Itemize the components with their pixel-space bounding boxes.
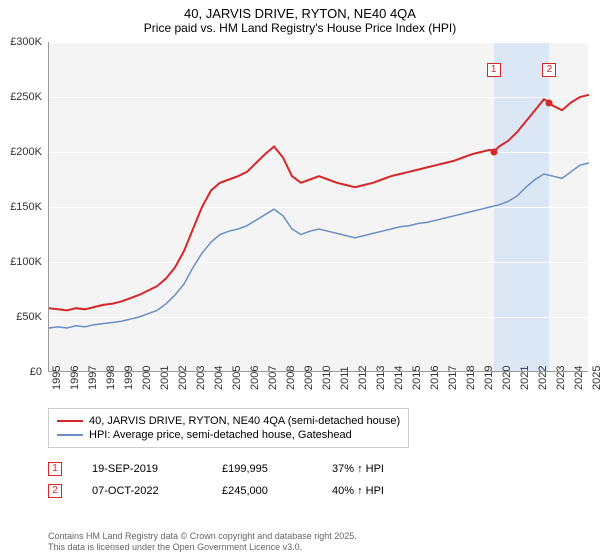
legend-item: 40, JARVIS DRIVE, RYTON, NE40 4QA (semi-… xyxy=(57,415,400,427)
legend-label: 40, JARVIS DRIVE, RYTON, NE40 4QA (semi-… xyxy=(89,415,400,427)
y-axis-label: £100K xyxy=(0,256,42,268)
footer-attribution: Contains HM Land Registry data © Crown c… xyxy=(48,531,578,554)
legend-swatch xyxy=(57,434,83,436)
x-axis-label: 2020 xyxy=(501,366,513,390)
x-axis-label: 2007 xyxy=(267,366,279,390)
x-axis-label: 2001 xyxy=(159,366,171,390)
x-axis-label: 2004 xyxy=(213,366,225,390)
sale-price: £245,000 xyxy=(222,485,332,497)
sale-date: 19-SEP-2019 xyxy=(92,463,222,475)
x-axis-label: 1995 xyxy=(51,366,63,390)
x-axis-label: 2019 xyxy=(483,366,495,390)
x-axis-label: 2022 xyxy=(537,366,549,390)
x-axis-label: 2009 xyxy=(303,366,315,390)
y-axis-label: £300K xyxy=(0,36,42,48)
x-axis-label: 2016 xyxy=(429,366,441,390)
y-axis-label: £0 xyxy=(0,366,42,378)
sale-row: 2 07-OCT-2022£245,00040% ↑ HPI xyxy=(48,480,442,502)
line-series xyxy=(49,42,589,372)
sale-marker-dot xyxy=(490,149,497,156)
x-axis-label: 2013 xyxy=(375,366,387,390)
x-axis-label: 1999 xyxy=(123,366,135,390)
x-axis-label: 2017 xyxy=(447,366,459,390)
chart-area: 12 £0£50K£100K£150K£200K£250K£300K 19951… xyxy=(48,42,588,402)
footer-line-2: This data is licensed under the Open Gov… xyxy=(48,542,578,554)
sale-delta: 37% ↑ HPI xyxy=(332,463,442,475)
legend: 40, JARVIS DRIVE, RYTON, NE40 4QA (semi-… xyxy=(48,408,409,448)
x-axis-label: 2002 xyxy=(177,366,189,390)
x-axis-label: 2003 xyxy=(195,366,207,390)
x-axis-label: 1997 xyxy=(87,366,99,390)
sale-delta: 40% ↑ HPI xyxy=(332,485,442,497)
footer-line-1: Contains HM Land Registry data © Crown c… xyxy=(48,531,578,543)
sale-index-box: 1 xyxy=(48,462,62,476)
x-axis-label: 2014 xyxy=(393,366,405,390)
legend-item: HPI: Average price, semi-detached house,… xyxy=(57,429,400,441)
x-axis-label: 2021 xyxy=(519,366,531,390)
x-axis-label: 2025 xyxy=(591,366,600,390)
y-axis-label: £50K xyxy=(0,311,42,323)
sale-marker-label: 2 xyxy=(542,63,556,77)
x-axis-label: 2006 xyxy=(249,366,261,390)
x-axis-label: 2010 xyxy=(321,366,333,390)
plot-area: 12 xyxy=(48,42,588,372)
y-axis-label: £200K xyxy=(0,146,42,158)
sale-price: £199,995 xyxy=(222,463,332,475)
sale-index-box: 2 xyxy=(48,484,62,498)
sale-marker-dot xyxy=(546,99,553,106)
x-axis-label: 2011 xyxy=(339,366,351,390)
x-axis-label: 2018 xyxy=(465,366,477,390)
x-axis-label: 2024 xyxy=(573,366,585,390)
x-axis-label: 2000 xyxy=(141,366,153,390)
x-axis-label: 2005 xyxy=(231,366,243,390)
x-axis-label: 2015 xyxy=(411,366,423,390)
sale-date: 07-OCT-2022 xyxy=(92,485,222,497)
y-axis-label: £250K xyxy=(0,91,42,103)
sales-table: 1 19-SEP-2019£199,99537% ↑ HPI 2 07-OCT-202… xyxy=(48,458,442,502)
x-axis-label: 2008 xyxy=(285,366,297,390)
x-axis-label: 2023 xyxy=(555,366,567,390)
sale-marker-label: 1 xyxy=(487,63,501,77)
chart-subtitle: Price paid vs. HM Land Registry's House … xyxy=(0,21,600,39)
legend-label: HPI: Average price, semi-detached house,… xyxy=(89,429,352,441)
x-axis-label: 1996 xyxy=(69,366,81,390)
sale-row: 1 19-SEP-2019£199,99537% ↑ HPI xyxy=(48,458,442,480)
series-hpi xyxy=(49,163,589,328)
series-price_paid xyxy=(49,95,589,311)
legend-swatch xyxy=(57,420,83,422)
y-axis-label: £150K xyxy=(0,201,42,213)
x-axis-label: 2012 xyxy=(357,366,369,390)
chart-title: 40, JARVIS DRIVE, RYTON, NE40 4QA xyxy=(0,0,600,21)
x-axis-label: 1998 xyxy=(105,366,117,390)
